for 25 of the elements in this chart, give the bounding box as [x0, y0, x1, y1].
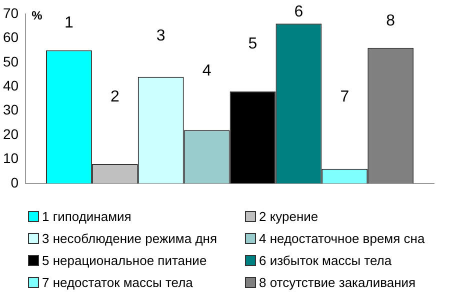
y-tick-label: 10 — [2, 150, 19, 166]
legend-label: 3 несоблюдение режима дня — [42, 230, 217, 246]
legend-label: 6 избыток массы тела — [259, 252, 392, 268]
y-tick-label: 20 — [2, 126, 19, 142]
annotation: 4 — [202, 62, 212, 80]
annotation: 8 — [386, 12, 396, 30]
legend-label: 8 отсутствие закаливания — [259, 274, 416, 290]
y-tick-label: 40 — [2, 77, 19, 94]
annotation: 7 — [340, 88, 350, 106]
annotation: 1 — [64, 14, 74, 32]
legend-label: 1 гиподинамия — [42, 208, 132, 224]
annotation: 3 — [156, 27, 166, 44]
y-tick-label: 60 — [2, 29, 19, 46]
y-axis-title: % — [32, 8, 43, 22]
legend-label: 2 курение — [259, 208, 318, 224]
y-tick-label: 0 — [10, 174, 19, 190]
annotation: 6 — [294, 3, 304, 20]
y-tick-label: 70 — [2, 4, 19, 21]
annotation: 5 — [248, 35, 258, 52]
y-tick-label: 50 — [2, 53, 19, 70]
y-tick-label: 30 — [2, 102, 19, 118]
legend-label: 4 недостаточное время сна — [259, 230, 425, 246]
legend-label: 7 недостаток массы тела — [42, 274, 193, 290]
annotation: 2 — [110, 88, 120, 106]
legend-label: 5 нерациональное питание — [42, 252, 207, 268]
